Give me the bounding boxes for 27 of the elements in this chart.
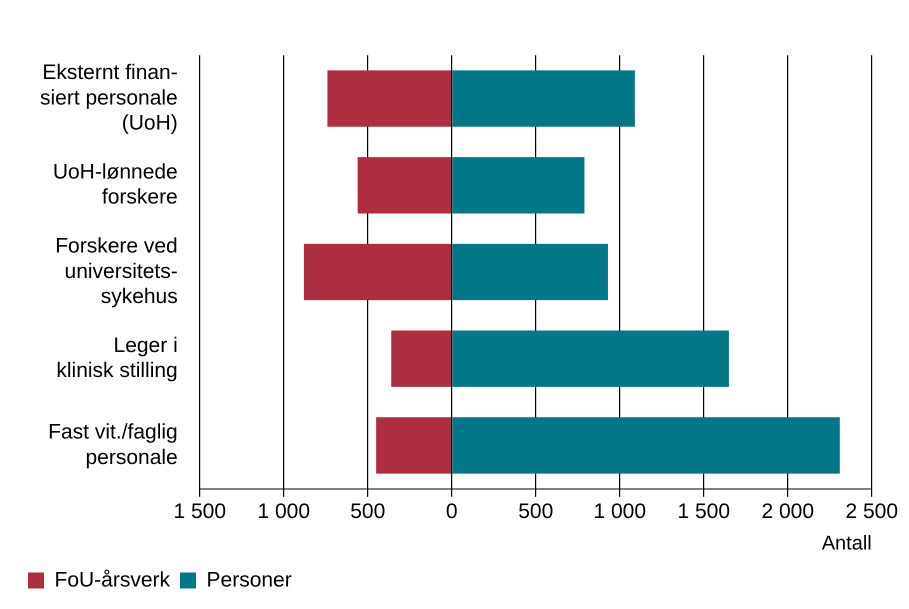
bar	[391, 330, 452, 387]
bar	[452, 70, 635, 127]
x-tick-label: 1 000	[257, 500, 310, 524]
x-axis-title: Antall	[822, 532, 872, 555]
y-tick-label: Eksternt finan- siert personale (UoH)	[40, 61, 178, 135]
x-tick-label: 500	[518, 500, 554, 524]
x-tick-label: 0	[446, 500, 458, 524]
x-tick-label: 1 000	[593, 500, 646, 524]
y-tick-label: Leger i klinisk stilling	[56, 334, 178, 382]
x-tick-label: 1 500	[677, 500, 730, 524]
bar	[327, 70, 452, 127]
x-tick-label: 2 500	[845, 500, 898, 524]
legend-label: Personer	[206, 568, 292, 592]
bar	[452, 330, 729, 387]
bar	[376, 417, 452, 474]
y-tick-label: Forskere ved universitets- sykehus	[55, 234, 178, 308]
bar	[304, 244, 452, 300]
y-tick-label: UoH-lønnede forskere	[52, 160, 178, 209]
x-tick-label: 1 500	[173, 500, 226, 524]
bar	[358, 157, 452, 214]
x-tick-label: 2 000	[761, 500, 814, 524]
bar	[452, 244, 608, 300]
y-tick-label: Fast vit./faglig personale	[48, 420, 178, 469]
bar	[452, 417, 840, 474]
legend-label: FoU-årsverk	[54, 568, 171, 592]
x-tick-label: 500	[350, 500, 386, 524]
bar	[452, 157, 584, 214]
